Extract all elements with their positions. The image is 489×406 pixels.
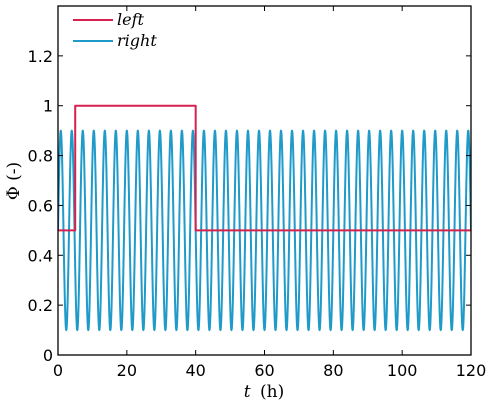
y-tick-label: 0.6	[28, 196, 53, 215]
y-tick-label: 0	[43, 346, 53, 365]
y-tick-label: 0.2	[28, 296, 53, 315]
x-tick-label: 40	[185, 361, 205, 380]
y-tick-label: 1.2	[28, 47, 53, 66]
x-axis-label-variable: t	[244, 382, 251, 402]
plot-area	[58, 6, 471, 355]
series-layer	[58, 104, 471, 332]
legend: left right	[73, 10, 157, 50]
legend-label-left: left	[117, 10, 145, 29]
x-tick-label: 100	[387, 361, 418, 380]
x-axis: 0 20 40 60 80 100 120	[53, 6, 486, 380]
y-axis-label: Φ (-)	[4, 162, 24, 200]
x-tick-label: 120	[456, 361, 487, 380]
series-left-line	[58, 104, 471, 232]
legend-label-right: right	[117, 31, 157, 50]
x-axis-label-unit: (h)	[260, 382, 284, 402]
x-axis-label: t (h)	[244, 382, 284, 402]
series-right-line	[58, 129, 471, 332]
x-tick-label: 20	[117, 361, 137, 380]
x-tick-label: 60	[254, 361, 274, 380]
x-tick-label: 0	[53, 361, 63, 380]
y-tick-label: 1	[43, 97, 53, 116]
y-tick-label: 0.4	[28, 246, 53, 265]
y-tick-label: 0.8	[28, 147, 53, 166]
x-tick-label: 80	[323, 361, 343, 380]
y-axis: 0 0.2 0.4 0.6 0.8 1 1.2	[28, 47, 471, 365]
